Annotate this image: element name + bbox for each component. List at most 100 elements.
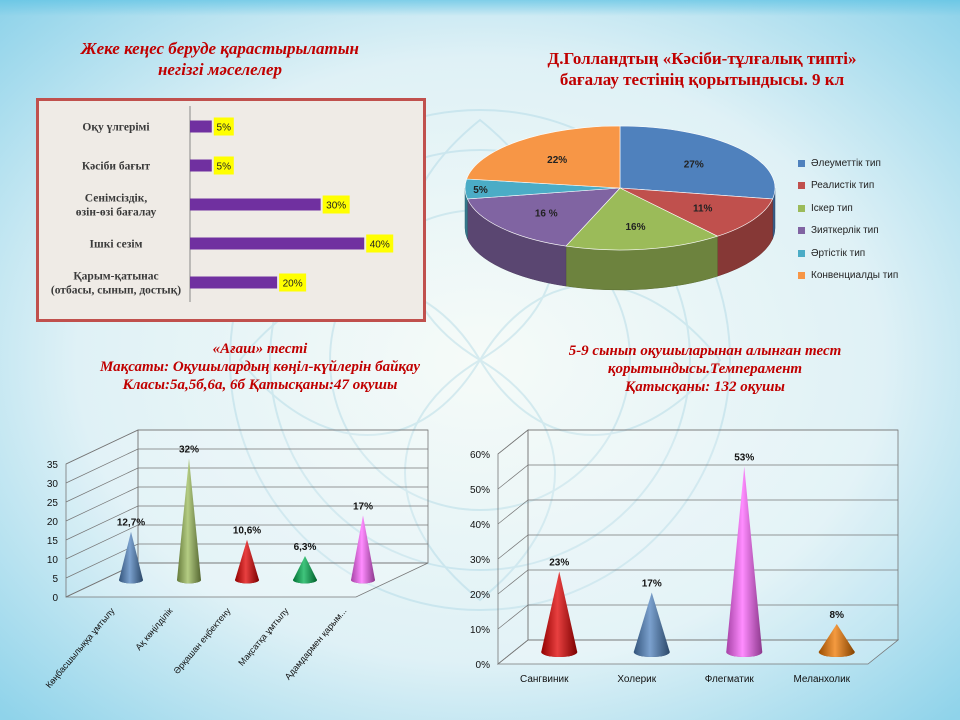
cone-tick-label: 15	[47, 536, 59, 547]
bar-data-label: 20%	[283, 279, 303, 290]
bar-label-bg	[279, 273, 307, 292]
cone-category-label: Сангвиник	[520, 674, 569, 685]
legend-item: Әлеуметтік тип	[798, 152, 898, 175]
cone-category-label: Адамдармен қарым...	[283, 606, 349, 682]
bar-label-bg	[213, 117, 234, 136]
legend-swatch	[798, 159, 805, 167]
legend-item: Әртістік тип	[798, 242, 898, 265]
cone-tick-label: 40%	[470, 520, 490, 531]
bar-label-bg	[322, 195, 350, 214]
bar-category-label: Сенімсіздік,	[85, 193, 148, 205]
legend-label: Зияткерлік тип	[811, 225, 879, 237]
cone-category-label: Көңбасшылыққа ұмтылу	[44, 605, 117, 690]
bar-category-label: Кәсіби бағыт	[82, 161, 151, 173]
bar-category-label: өзін-өзі бағалау	[76, 207, 157, 219]
cone-gridline	[497, 569, 898, 595]
cone-gridline	[497, 499, 898, 525]
cone-gridline	[65, 505, 428, 541]
cone-bar	[633, 592, 670, 658]
bar	[190, 198, 321, 211]
legend-swatch	[798, 272, 805, 280]
cone-tick-label: 60%	[470, 450, 490, 461]
cone-tick-label: 35	[47, 460, 59, 471]
cone-gridline	[65, 448, 428, 484]
bar	[190, 237, 365, 250]
bar-chart-title: Жеке кеңес беруде қарастырылатын негізгі…	[40, 38, 400, 80]
cone-tick-label: 20	[47, 517, 59, 528]
cone-tick-label: 5	[52, 574, 58, 585]
tree-test-cone-chart: 0 5 10 15 20 25 30 35 12,7% Көңбасшылыққа ұмтылу 3…	[44, 429, 429, 690]
legend-swatch	[798, 204, 805, 212]
cone-data-label: 53%	[734, 453, 754, 464]
tree-test-title-line-1: «Ағаш» тесті	[212, 341, 308, 357]
legend-swatch	[798, 227, 805, 235]
pie-data-label: 27%	[684, 159, 704, 170]
bar-chart: 5% Оқу үлгерімі 5% Кәсіби бағыт 30% Сенімсізд…	[51, 106, 394, 302]
temperament-title: 5-9 сынып оқушыларынан алынған тест қоры…	[520, 342, 890, 396]
bar-category-label: (отбасы, сынып, достық)	[51, 285, 181, 297]
cone-bar	[541, 571, 578, 658]
bar-data-label: 5%	[217, 162, 232, 173]
pie-chart-title-line-2: бағалау тестінің қорытындысы. 9 кл	[559, 70, 845, 89]
legend-label: Әртістік тип	[811, 247, 866, 259]
cone-data-label: 17%	[353, 501, 373, 512]
pie-slice	[467, 187, 621, 247]
cone-gridline	[497, 534, 898, 560]
cone-bar	[177, 458, 201, 584]
cone-tick-label: 30%	[470, 555, 490, 566]
cone-category-label: Әрқашан еңбектену	[172, 605, 233, 675]
cone-tick-label: 20%	[470, 590, 490, 601]
pie-data-label: 16%	[625, 222, 645, 233]
pie-data-label: 11%	[693, 204, 713, 215]
cone-data-label: 17%	[642, 579, 662, 590]
cone-category-label: Ақ көңілділік	[133, 606, 174, 652]
bar-chart-title-line-2: негізгі мәселелер	[157, 60, 283, 79]
cone-data-label: 6,3%	[294, 542, 317, 553]
bar	[190, 120, 212, 133]
bar	[190, 276, 278, 289]
cone-tick-label: 0%	[476, 660, 491, 671]
legend-item: Конвенциалды тип	[798, 265, 898, 288]
cone-tick-label: 10	[47, 555, 59, 566]
cone-data-label: 8%	[830, 610, 845, 621]
temperament-cone-chart: 0% 10% 20% 30% 40% 50% 60% 23% Сангвиник 17% Холер…	[470, 429, 900, 685]
tree-test-title-line-3: Класы:5а,5б,6а, 6б Қатысқаны:47 оқушы	[122, 377, 398, 393]
bar-data-label: 5%	[217, 123, 232, 134]
legend-item: Реалистік тип	[798, 175, 898, 198]
bar-data-label: 40%	[370, 240, 390, 251]
pie-chart-title: Д.Голландтың «Кәсіби-тұлғалық типті» бағ…	[492, 48, 912, 90]
cone-gridline	[497, 639, 898, 665]
cone-gridline	[65, 429, 428, 465]
pie-slice	[619, 187, 773, 237]
cone-tick-label: 10%	[470, 625, 490, 636]
tree-test-title: «Ағаш» тесті Мақсаты: Оқушылардың көңіл-…	[50, 340, 470, 394]
temperament-title-line-3: Қатысқаны: 132 оқушы	[625, 379, 785, 395]
cone-gridline	[65, 486, 428, 522]
cone-gridline	[497, 464, 898, 490]
cone-tick-label: 25	[47, 498, 59, 509]
cone-data-label: 10,6%	[233, 526, 261, 537]
bar-category-label: Қарым-қатынас	[73, 271, 158, 283]
cone-bar	[351, 515, 375, 584]
bar-label-bg	[213, 156, 234, 175]
pie-slice	[619, 125, 776, 200]
cone-bar	[119, 531, 143, 584]
pie-chart-title-line-1: Д.Голландтың «Кәсіби-тұлғалық типті»	[547, 49, 857, 68]
cone-category-label: Холерик	[617, 674, 656, 685]
pie-slice	[466, 125, 621, 189]
cone-bar	[293, 556, 317, 584]
cone-gridline	[497, 604, 898, 630]
cone-data-label: 23%	[549, 558, 569, 569]
tree-test-title-line-2: Мақсаты: Оқушылардың көңіл-күйлерін байқ…	[100, 359, 420, 375]
temperament-title-line-1: 5-9 сынып оқушыларынан алынған тест	[568, 343, 842, 359]
pie-legend: Әлеуметтік тип Реалистік тип Іскер тип Зият…	[798, 152, 898, 287]
pie-slice	[565, 187, 719, 251]
cone-bar	[235, 539, 259, 584]
bar-data-label: 30%	[326, 201, 346, 212]
cone-data-label: 32%	[179, 444, 199, 455]
cone-category-label: Флегматик	[705, 674, 755, 685]
bar-label-bg	[366, 234, 394, 253]
legend-item: Зияткерлік тип	[798, 220, 898, 243]
bar-category-label: Оқу үлгерімі	[82, 122, 150, 134]
temperament-title-line-2: қорытындысы.Темперамент	[607, 361, 803, 377]
